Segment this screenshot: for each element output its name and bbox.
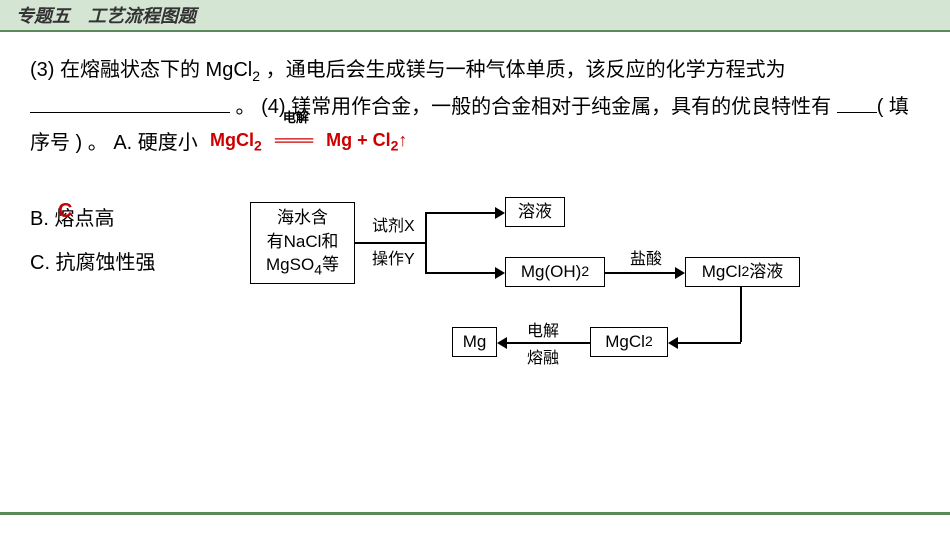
box1-line2: 有NaCl和 — [267, 230, 339, 254]
options-row: C B. 熔点高 C. 抗腐蚀性强 海水含 有NaCl和 MgSO4等 溶液 — [30, 197, 920, 377]
box1-line3-wrap: MgSO4等 — [266, 253, 339, 280]
question-paragraph: (3) 在熔融状态下的 MgCl2 ，通电后会生成镁与一种气体单质，该反应的化学… — [30, 52, 920, 161]
box3-sub: 2 — [581, 262, 589, 282]
box4-text: MgCl — [702, 260, 742, 284]
slide-header: 专题五 工艺流程图题 — [0, 0, 950, 32]
box4-sub: 2 — [741, 262, 749, 282]
box1-line3: MgSO — [266, 255, 314, 274]
label-electrolysis: 电解 — [525, 317, 561, 341]
arrow-line-1 — [355, 242, 425, 244]
box4-suffix: 溶液 — [749, 260, 783, 284]
arrow-line-4 — [605, 272, 675, 274]
box-mg: Mg — [452, 327, 497, 357]
header-title: 专题五 工艺流程图题 — [16, 2, 196, 28]
equation-answer: MgCl2 电解 ═══ Mg + Cl2↑ — [210, 124, 407, 159]
q3-mid: ，通电后会生成镁与一种气体单质，该反应的化学方程式为 — [260, 59, 786, 81]
box1-sub: 4 — [314, 262, 322, 278]
eq-left: MgCl — [210, 130, 254, 150]
box-mgoh2: Mg(OH)2 — [505, 257, 605, 287]
arrow-head-5 — [668, 337, 678, 349]
label-reagent-x: 试剂X — [370, 212, 417, 236]
arrow-line-5h — [678, 342, 741, 344]
box2-text: 溶液 — [518, 200, 552, 224]
arrow-line-3 — [425, 272, 495, 274]
box3-text: Mg(OH) — [521, 260, 581, 284]
arrow-head-2 — [495, 207, 505, 219]
box-mgcl2-solution: MgCl2溶液 — [685, 257, 800, 287]
answer-c-mark: C — [58, 189, 72, 233]
box6-text: Mg — [463, 330, 487, 354]
q4-prefix: (4) 镁常用作合金，一般的合金相对于纯金属，具有的优良特性有 — [261, 96, 837, 118]
box1-line3-end: 等 — [322, 255, 339, 274]
eq-arrow-label: 电解 — [283, 106, 309, 129]
eq-up: ↑ — [398, 130, 407, 150]
footer-divider — [0, 512, 950, 515]
label-hcl: 盐酸 — [628, 245, 664, 269]
arrow-line-6 — [507, 342, 590, 344]
q3-after: 。 — [230, 96, 261, 118]
arrow-line-2 — [425, 212, 495, 214]
content-area: (3) 在熔融状态下的 MgCl2 ，通电后会生成镁与一种气体单质，该反应的化学… — [0, 32, 950, 397]
eq-mid: Mg + Cl — [326, 130, 391, 150]
box5-sub: 2 — [645, 332, 653, 352]
flowchart-diagram: 海水含 有NaCl和 MgSO4等 溶液 Mg(OH)2 MgCl2溶液 MgC… — [250, 197, 810, 377]
option-b: C B. 熔点高 — [30, 197, 230, 241]
box5-text: MgCl — [605, 330, 645, 354]
option-c: C. 抗腐蚀性强 — [30, 241, 230, 285]
eq-arrow: 电解 ═══ — [275, 124, 313, 156]
box-mgcl2: MgCl2 — [590, 327, 668, 357]
q3-sub: 2 — [252, 68, 260, 84]
eq-sub1: 2 — [254, 138, 262, 154]
option-c-text: C. 抗腐蚀性强 — [30, 252, 156, 274]
arrow-line-5v — [740, 287, 742, 342]
arrow-head-3 — [495, 267, 505, 279]
blank-answer — [837, 91, 877, 113]
q3-prefix: (3) 在熔融状态下的 MgCl — [30, 59, 252, 81]
box-solution: 溶液 — [505, 197, 565, 227]
arrow-head-6 — [497, 337, 507, 349]
arrow-line-1v — [425, 212, 427, 272]
blank-equation — [30, 91, 230, 113]
box1-line1: 海水含 — [277, 206, 328, 230]
options-column: C B. 熔点高 C. 抗腐蚀性强 — [30, 197, 230, 285]
label-melt: 熔融 — [525, 344, 561, 368]
box-seawater: 海水含 有NaCl和 MgSO4等 — [250, 202, 355, 284]
label-operation-y: 操作Y — [370, 245, 417, 269]
arrow-head-4 — [675, 267, 685, 279]
